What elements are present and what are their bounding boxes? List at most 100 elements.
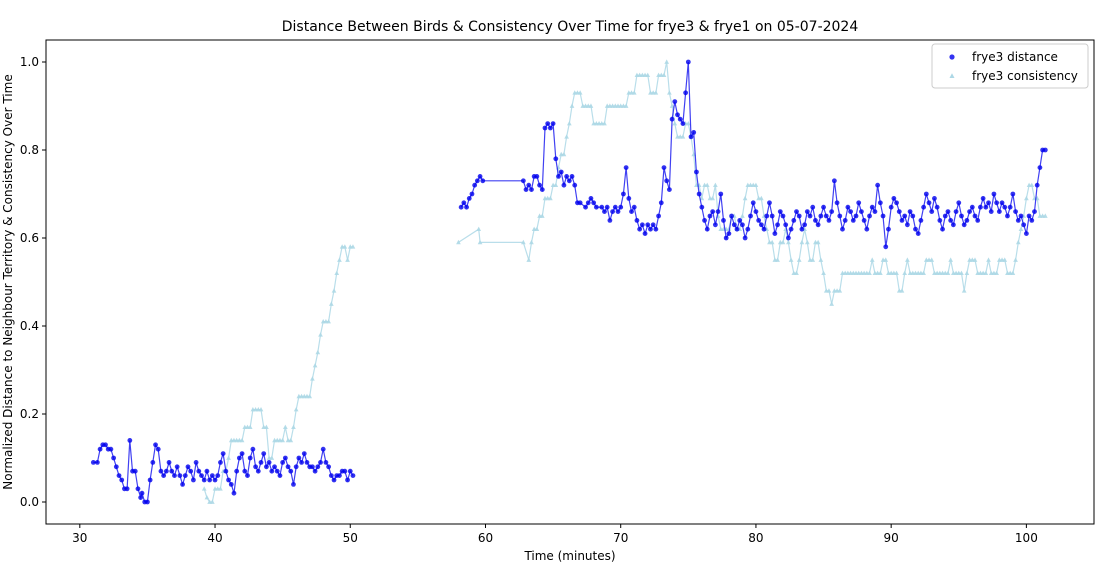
data-point xyxy=(307,393,313,399)
data-point xyxy=(980,196,986,201)
data-point xyxy=(710,209,716,215)
data-point xyxy=(472,182,478,188)
data-point xyxy=(645,222,651,228)
data-point xyxy=(929,209,935,215)
data-point xyxy=(759,195,764,201)
data-point xyxy=(826,288,832,293)
chart-title: Distance Between Birds & Consistency Ove… xyxy=(282,19,859,35)
data-point xyxy=(932,196,937,201)
data-point xyxy=(196,468,202,474)
data-point xyxy=(991,191,997,197)
data-point xyxy=(116,473,122,478)
data-point xyxy=(713,182,718,188)
data-point xyxy=(926,200,932,206)
data-point xyxy=(685,59,691,65)
data-point xyxy=(274,468,280,474)
data-point xyxy=(602,209,607,215)
data-point xyxy=(201,486,207,491)
data-point xyxy=(712,222,718,228)
data-point xyxy=(239,451,245,456)
data-point xyxy=(818,213,824,219)
data-point xyxy=(599,204,605,210)
data-point xyxy=(753,209,759,215)
data-point xyxy=(826,218,832,223)
data-point xyxy=(588,103,594,108)
data-point xyxy=(172,473,177,478)
data-point xyxy=(864,226,870,232)
data-point xyxy=(1010,270,1016,276)
data-point xyxy=(169,468,175,474)
data-point xyxy=(569,174,575,179)
data-point xyxy=(523,187,529,193)
data-point xyxy=(566,178,572,184)
data-point xyxy=(1029,218,1035,223)
data-point xyxy=(258,460,264,465)
data-point xyxy=(277,473,283,478)
data-point xyxy=(163,468,169,474)
data-point xyxy=(350,473,356,478)
data-point xyxy=(456,239,461,245)
data-point xyxy=(621,191,626,197)
data-point xyxy=(153,442,158,448)
data-point xyxy=(602,121,607,126)
data-point xyxy=(869,257,875,262)
data-point xyxy=(572,182,578,188)
data-point xyxy=(215,473,221,478)
x-tick-label: 90 xyxy=(884,531,899,545)
data-point xyxy=(810,204,816,210)
data-point xyxy=(1007,204,1013,210)
data-point xyxy=(180,482,185,487)
x-tick-label: 50 xyxy=(343,531,358,545)
data-point xyxy=(337,257,342,262)
data-point xyxy=(710,195,716,201)
data-point xyxy=(342,468,348,474)
data-point xyxy=(539,213,545,218)
data-point xyxy=(996,209,1002,215)
data-point xyxy=(266,460,272,465)
data-point xyxy=(261,451,267,456)
data-point xyxy=(264,464,269,470)
data-point xyxy=(550,121,556,126)
data-point xyxy=(593,204,599,210)
data-point xyxy=(1018,213,1024,219)
data-point xyxy=(948,218,954,223)
data-point xyxy=(585,200,591,206)
data-point xyxy=(1021,222,1027,228)
data-point xyxy=(799,226,805,232)
data-point xyxy=(683,90,689,96)
data-point xyxy=(769,213,775,219)
data-point xyxy=(166,460,172,465)
data-point xyxy=(458,204,464,210)
data-point xyxy=(583,204,588,210)
data-point xyxy=(742,195,748,201)
data-point xyxy=(90,460,96,465)
data-point xyxy=(345,477,350,483)
data-point xyxy=(521,239,526,245)
data-point xyxy=(542,125,548,131)
data-point xyxy=(280,460,286,465)
data-point xyxy=(293,464,299,470)
y-tick-label: 0.0 xyxy=(20,495,39,509)
data-point xyxy=(964,218,970,223)
data-point xyxy=(788,226,794,232)
data-point xyxy=(883,257,889,262)
data-point xyxy=(103,442,108,448)
data-point xyxy=(299,460,304,465)
data-point xyxy=(945,270,951,276)
data-point xyxy=(236,455,242,461)
data-point xyxy=(631,90,637,95)
legend-frame xyxy=(931,43,1089,89)
data-point xyxy=(1026,213,1032,219)
series-line xyxy=(203,246,353,503)
data-point xyxy=(177,473,183,478)
data-point xyxy=(788,257,794,262)
data-point xyxy=(829,209,835,215)
data-point xyxy=(748,213,753,219)
data-point xyxy=(902,270,908,276)
data-point xyxy=(848,209,853,215)
data-point xyxy=(150,460,156,465)
data-point xyxy=(821,270,826,276)
data-point xyxy=(312,363,318,368)
data-point xyxy=(907,209,913,215)
